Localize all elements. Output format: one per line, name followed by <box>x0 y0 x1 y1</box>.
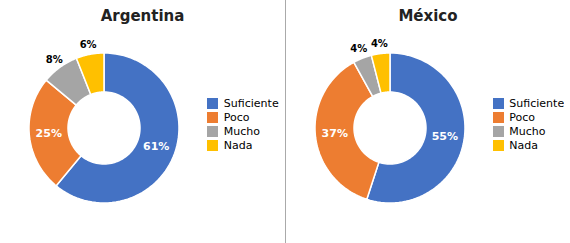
html-text:México: México <box>398 7 458 25</box>
html-text:Nada: Nada <box>223 138 253 152</box>
html-text:Poco: Poco <box>509 110 536 124</box>
html-text:Mucho: Mucho <box>223 124 261 138</box>
svg-text:6%: 6% <box>80 39 97 50</box>
svg-text:4%: 4% <box>350 43 367 54</box>
html-text:Nada: Nada <box>509 138 538 152</box>
html-text:Suficiente: Suficiente <box>509 96 565 110</box>
svg-text:4%: 4% <box>371 38 388 49</box>
svg-text:61%: 61% <box>143 140 169 153</box>
svg-text:37%: 37% <box>321 127 347 140</box>
html-text:Mucho: Mucho <box>509 124 546 138</box>
svg-text:25%: 25% <box>36 127 62 140</box>
html-text:Suficiente: Suficiente <box>223 96 279 110</box>
svg-text:8%: 8% <box>46 54 63 65</box>
svg-text:55%: 55% <box>431 130 457 143</box>
html-text:Argentina: Argentina <box>100 7 185 25</box>
html-text:Poco: Poco <box>223 110 250 124</box>
